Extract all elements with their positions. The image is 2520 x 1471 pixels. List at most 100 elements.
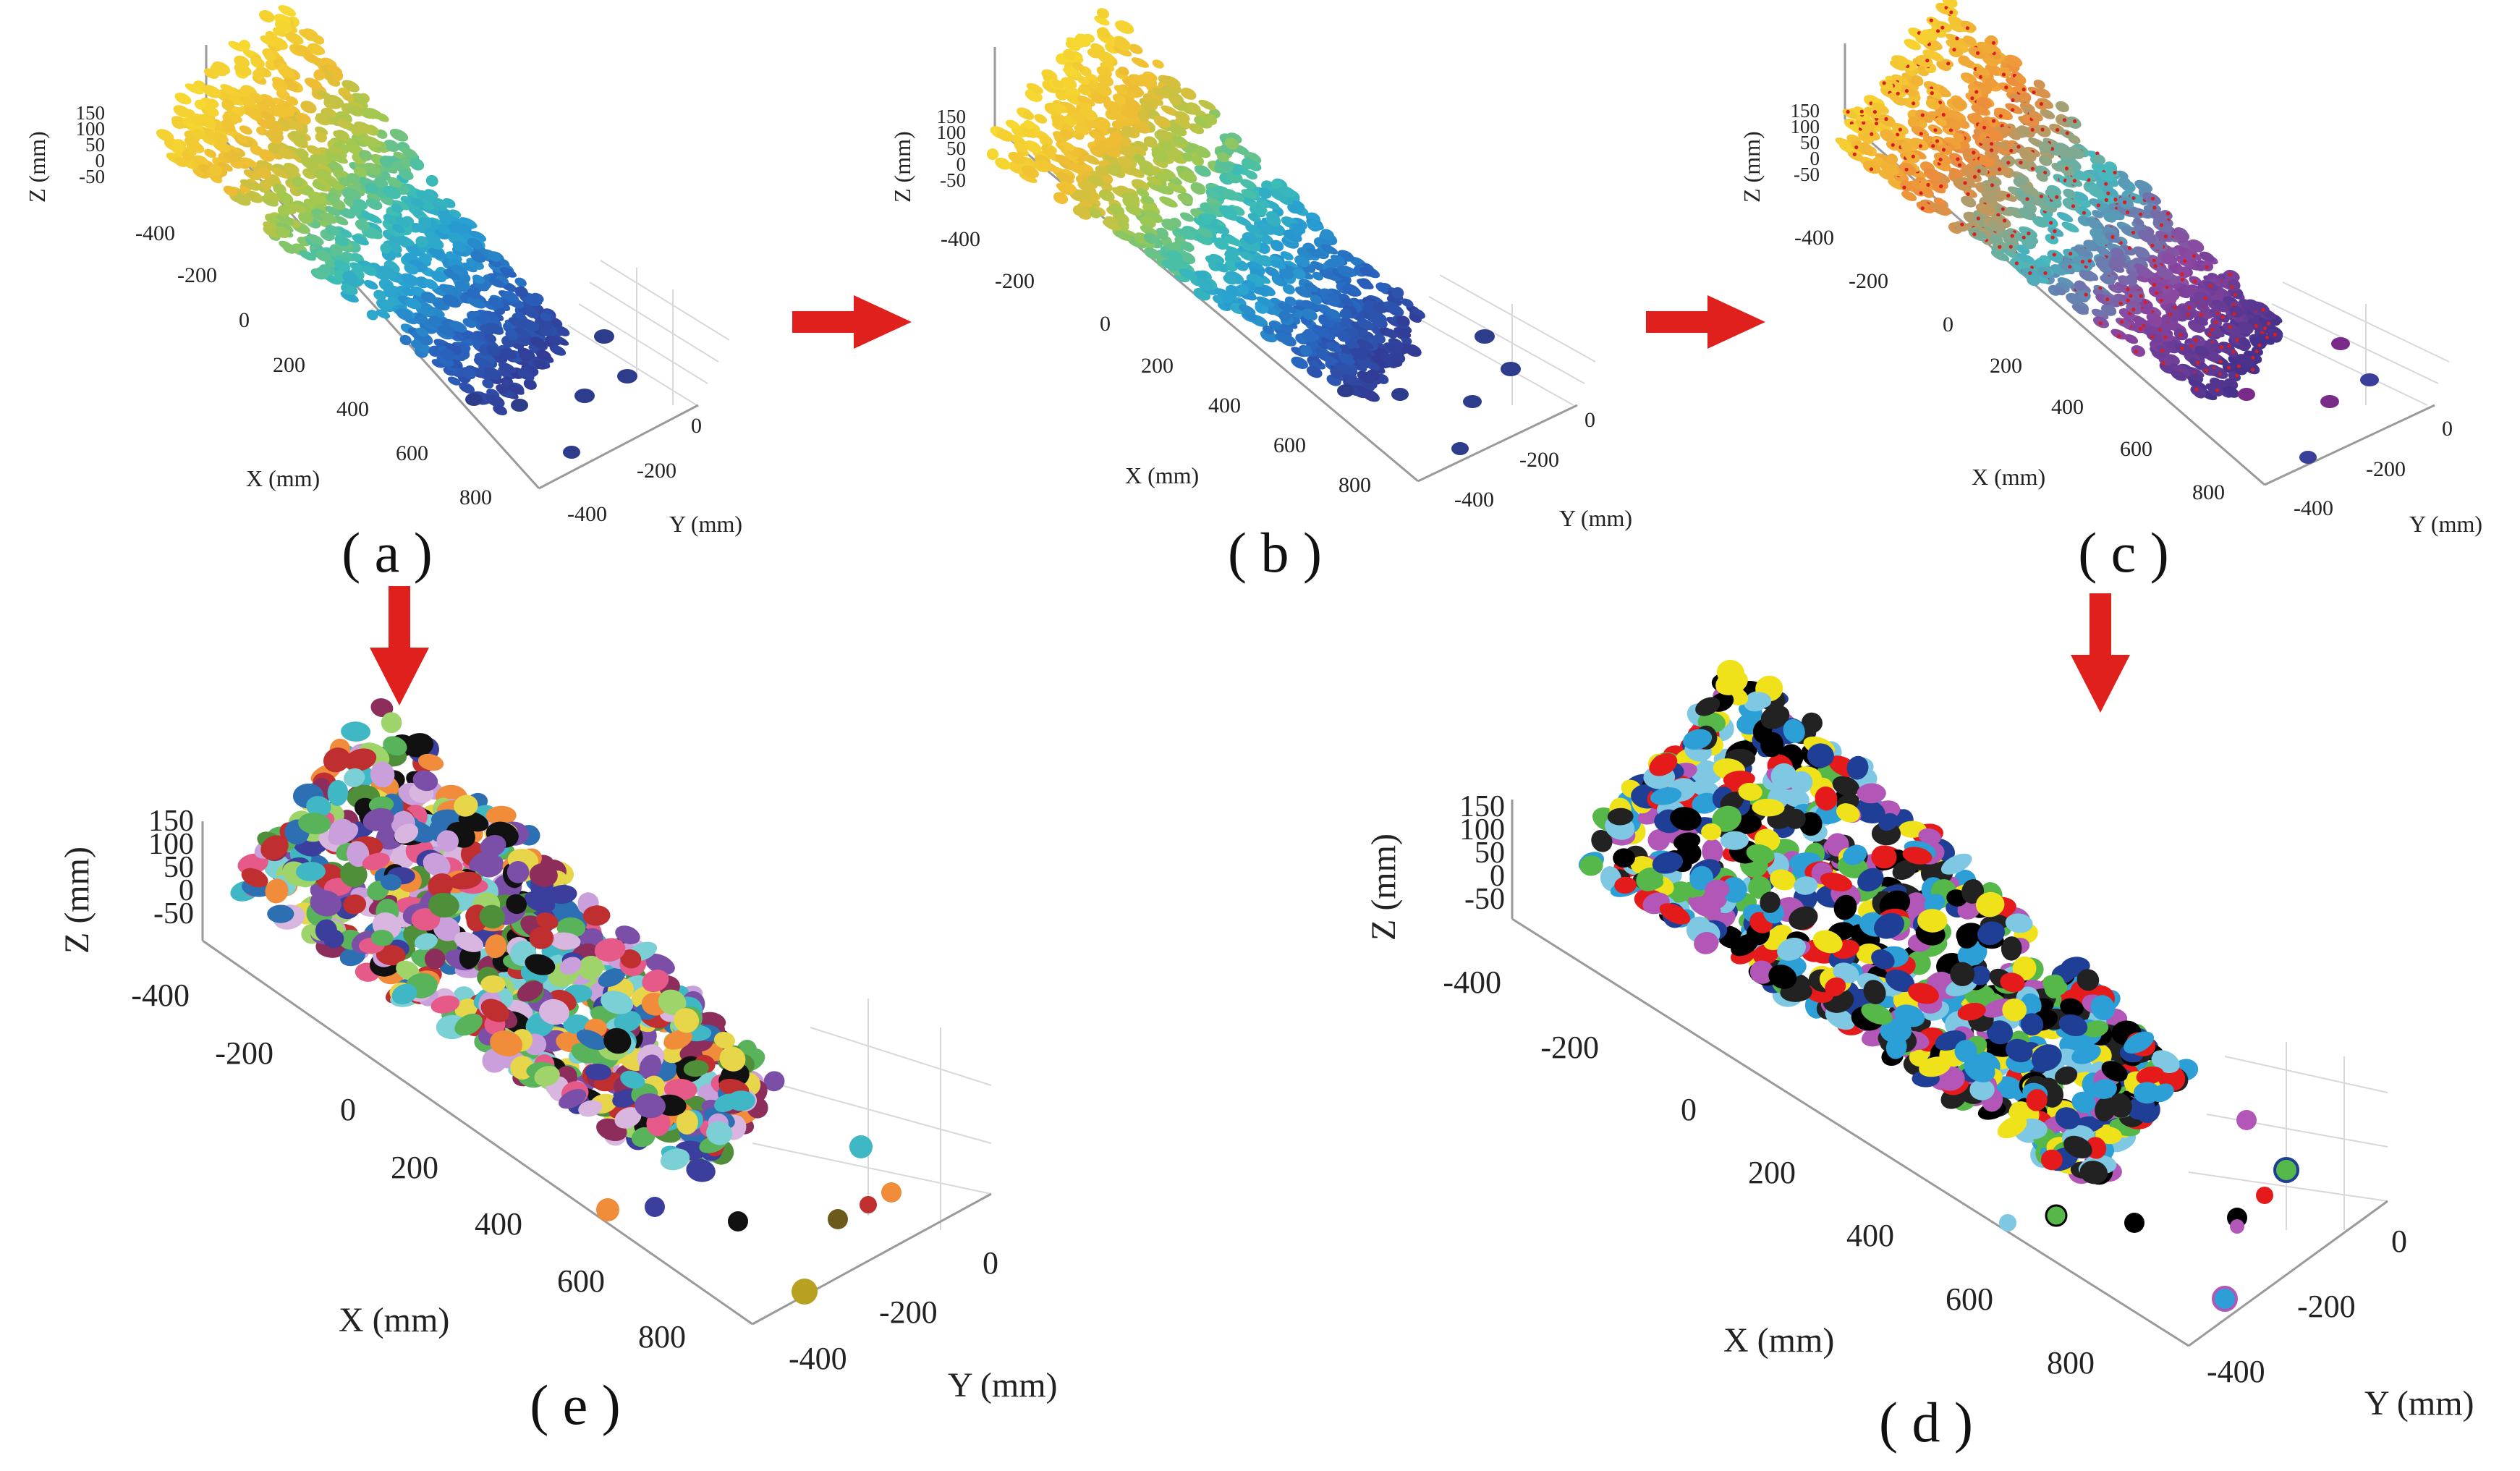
cloud-point bbox=[363, 213, 382, 224]
cloud-point bbox=[1864, 106, 1883, 119]
cloud-point bbox=[1901, 190, 1917, 202]
cloud-point bbox=[508, 317, 527, 329]
cloud-point bbox=[1971, 104, 1989, 116]
cloud-point bbox=[1055, 154, 1071, 166]
panel-e-y-tick-2: -400 bbox=[789, 1341, 847, 1376]
cloud-point bbox=[615, 925, 640, 945]
panel-a-outlier-points bbox=[465, 329, 637, 459]
cloud-point bbox=[1345, 339, 1360, 350]
cloud-point bbox=[1320, 244, 1339, 255]
cloud-point bbox=[2129, 193, 2143, 204]
keypoint-dot bbox=[2014, 261, 2019, 266]
cloud-point bbox=[221, 98, 234, 111]
cloud-point bbox=[366, 310, 378, 321]
cloud-point bbox=[1981, 189, 2000, 202]
cloud-point bbox=[278, 148, 294, 160]
panel-d: -400 -200 0 200 400 600 800 0 -200 -400 … bbox=[1365, 659, 2474, 1454]
keypoint-dot bbox=[2263, 326, 2267, 331]
cloud-point bbox=[1961, 195, 1977, 208]
panel-a-x-tick-4: 400 bbox=[336, 397, 369, 421]
cloud-point bbox=[2168, 289, 2180, 301]
keypoint-dot bbox=[2134, 349, 2138, 354]
cloud-point bbox=[538, 318, 553, 330]
keypoint-dot bbox=[2228, 272, 2232, 277]
cloud-point bbox=[1350, 348, 1367, 360]
cloud-point bbox=[614, 1010, 642, 1033]
cloud-point bbox=[1871, 102, 1889, 114]
keypoint-dot bbox=[2027, 232, 2031, 236]
keypoint-dot bbox=[2004, 85, 2008, 90]
cloud-point bbox=[2029, 111, 2043, 122]
cloud-point bbox=[502, 291, 519, 303]
keypoint-dot bbox=[2113, 170, 2117, 175]
keypoint-dot bbox=[2053, 229, 2057, 234]
cloud-point bbox=[1194, 271, 1208, 281]
cloud-point bbox=[391, 161, 405, 171]
keypoint-dot bbox=[2064, 166, 2069, 171]
cloud-point bbox=[1910, 137, 1929, 151]
cloud-point bbox=[594, 938, 626, 962]
keypoint-dot bbox=[1977, 169, 1981, 173]
cloud-point bbox=[1113, 95, 1127, 106]
cloud-point bbox=[174, 92, 192, 105]
cloud-point bbox=[2092, 210, 2104, 219]
cloud-point bbox=[399, 334, 412, 346]
cloud-point bbox=[1885, 153, 1899, 166]
cloud-point bbox=[1327, 292, 1344, 303]
keypoint-dot bbox=[2021, 235, 2026, 239]
panel-e-y-title: Y (mm) bbox=[948, 1366, 1058, 1404]
cloud-point bbox=[1925, 50, 1944, 62]
cloud-point bbox=[1851, 140, 1864, 151]
cloud-point bbox=[1072, 205, 1085, 216]
cloud-point bbox=[387, 227, 405, 238]
keypoint-dot bbox=[1854, 145, 1859, 150]
cloud-point bbox=[2175, 288, 2191, 299]
cloud-point bbox=[421, 291, 437, 304]
cloud-point bbox=[320, 212, 337, 224]
cloud-point bbox=[1283, 284, 1295, 294]
keypoint-dot bbox=[2160, 348, 2165, 353]
cloud-point bbox=[1294, 255, 1310, 268]
keypoint-dot bbox=[1933, 128, 1938, 132]
keypoint-dot bbox=[2235, 373, 2239, 378]
cloud-point bbox=[370, 698, 394, 718]
cloud-point bbox=[2038, 141, 2052, 153]
panel-d-y-tick-1: -200 bbox=[2297, 1289, 2356, 1324]
cloud-point bbox=[1351, 321, 1368, 332]
cloud-point bbox=[1292, 268, 1306, 280]
cloud-point bbox=[1279, 268, 1294, 279]
panel-a-x-tick-0: -400 bbox=[135, 221, 175, 245]
panel-c-tick-labels: -400 -200 0 200 400 600 800 0 -200 -400 … bbox=[1791, 100, 2453, 520]
cloud-point bbox=[1121, 125, 1134, 138]
cloud-point bbox=[620, 1070, 645, 1089]
keypoint-dot bbox=[1946, 62, 1951, 66]
cloud-point bbox=[2194, 316, 2208, 326]
cloud-point bbox=[539, 999, 569, 1025]
panel-e-outlier-segments bbox=[596, 1135, 901, 1305]
cloud-point bbox=[338, 87, 351, 98]
cloud-point bbox=[1938, 205, 1952, 215]
cloud-point bbox=[449, 209, 462, 219]
panel-b-z-tick-2: 50 bbox=[946, 137, 966, 159]
cloud-point bbox=[525, 954, 556, 975]
cloud-point bbox=[359, 150, 373, 161]
cloud-point bbox=[1974, 165, 1988, 176]
keypoint-dot bbox=[2143, 300, 2147, 305]
cloud-point bbox=[658, 989, 687, 1015]
cloud-point bbox=[1040, 135, 1053, 147]
cloud-point bbox=[351, 253, 364, 263]
cloud-point bbox=[2095, 255, 2109, 267]
cloud-point bbox=[404, 263, 419, 275]
cloud-point bbox=[1121, 145, 1136, 158]
cloud-point bbox=[428, 307, 445, 318]
keypoint-dot bbox=[1882, 81, 1886, 85]
keypoint-dot bbox=[2150, 334, 2155, 339]
cloud-point bbox=[2073, 256, 2087, 266]
cloud-point bbox=[329, 153, 348, 164]
cloud-point bbox=[1213, 237, 1229, 250]
cloud-point bbox=[530, 336, 546, 349]
keypoint-dot bbox=[2073, 119, 2077, 124]
panel-a-z-tick-1: 100 bbox=[76, 118, 106, 140]
cloud-point bbox=[1219, 205, 1237, 219]
